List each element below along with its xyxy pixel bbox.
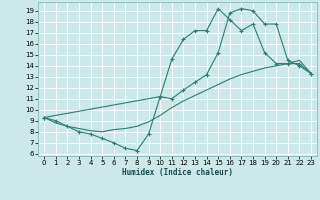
X-axis label: Humidex (Indice chaleur): Humidex (Indice chaleur) <box>122 168 233 177</box>
